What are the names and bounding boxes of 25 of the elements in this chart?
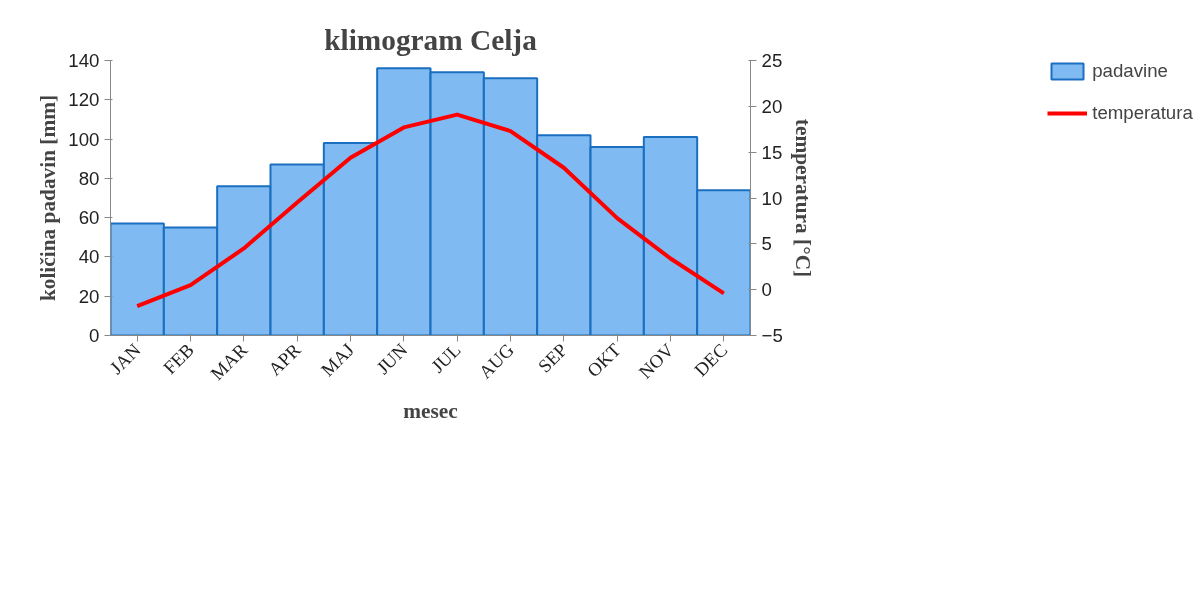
line-series — [135, 112, 726, 309]
x-tick-label: SEP — [533, 339, 572, 377]
y-tick-label: 20 — [78, 285, 100, 307]
y2-tick-label: 25 — [761, 50, 783, 71]
y-tick-label: 100 — [68, 128, 100, 150]
y-tick-label: 140 — [68, 50, 100, 71]
y2-tick-label: 15 — [761, 141, 783, 163]
legend-label: padavine — [1092, 60, 1168, 82]
y-axis-title: količina padavin [mm] — [36, 94, 61, 302]
x-axis-title: mesec — [403, 399, 458, 424]
y-tick-label: 60 — [78, 207, 100, 229]
y-tick-label: 40 — [78, 246, 100, 268]
x-tick-label: JUL — [427, 339, 465, 377]
y2-tick-label: 0 — [761, 279, 772, 301]
y2-tick-label: 20 — [761, 95, 783, 117]
legend-label: temperatura — [1092, 102, 1193, 124]
y2-axis-title: temperatura [°C] — [790, 118, 815, 278]
chart-title: klimogram Celja — [324, 23, 538, 56]
y-tick-label: 120 — [68, 89, 100, 111]
y2-tick-label: −5 — [761, 325, 783, 346]
y2-tick-label: 5 — [761, 233, 772, 255]
y-tick-label: 80 — [78, 167, 100, 189]
x-tick-label: FEB — [158, 339, 198, 379]
y2-tick-label: 10 — [761, 187, 783, 209]
y-tick-label: 0 — [89, 325, 100, 346]
